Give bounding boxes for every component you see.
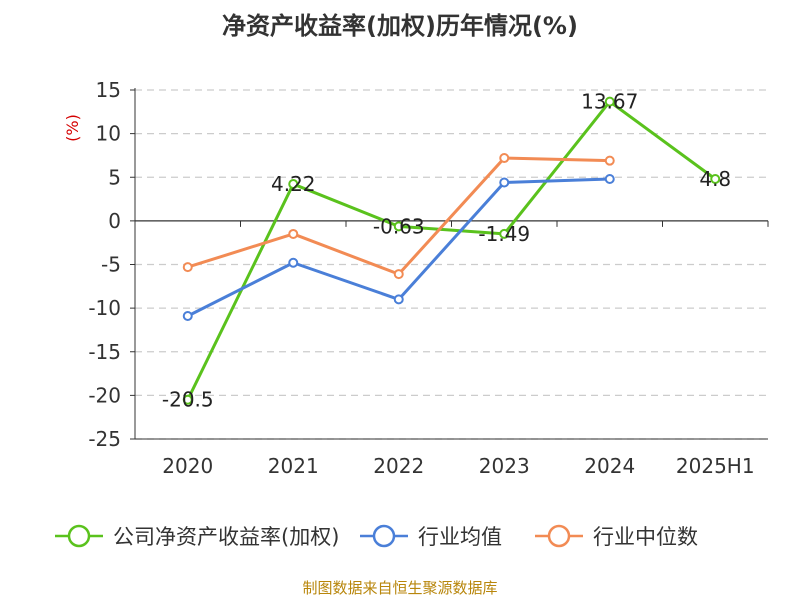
data-point [710,173,721,184]
data-point [499,153,510,164]
legend-label: 公司净资产收益率(加权) [113,525,339,549]
y-tick-label: 5 [108,165,121,189]
axes: 15 10 5 0 -5 -10 -15 -20 -25 2020 2021 2022 2023 2024… [63,78,769,478]
legend-item-1[interactable]: 行业均值 [360,524,502,549]
data-point [499,228,510,239]
source-note: 制图数据来自恒生聚源数据库 [302,579,498,597]
data-point [182,394,193,405]
data-label: -1.49 [478,222,530,246]
x-tick-label: 2023 [479,454,530,478]
data-point [393,221,404,232]
series-line-0 [186,100,717,401]
data-labels: -20.5 4.22 -0.63 -1.49 13.67 4.8 [162,90,731,412]
legend-marker [67,524,91,548]
y-tick-label: -15 [88,340,121,364]
y-tick-label: -10 [88,296,121,320]
data-point [393,294,404,305]
y-tick-label: -25 [88,427,121,451]
series-lines [182,96,721,405]
gridlines [135,89,768,440]
data-point [393,269,404,280]
data-label: 4.22 [271,172,316,196]
y-tick-label: 0 [108,209,121,233]
data-point [288,257,299,268]
data-point [604,173,615,184]
x-tick-label: 2020 [162,454,213,478]
data-label: -20.5 [162,388,214,412]
data-point [499,177,510,188]
legend-item-0[interactable]: 公司净资产收益率(加权) [55,524,339,549]
x-tick-label: 2025H1 [676,454,755,478]
data-point [182,310,193,321]
y-tick-label: 10 [96,122,121,146]
data-label: -0.63 [373,214,425,238]
data-label: 13.67 [581,90,638,114]
y-tick-label: -20 [88,383,121,407]
x-tick-label: 2024 [584,454,635,478]
y-axis-unit: (%) [63,114,82,142]
legend-label: 行业中位数 [593,525,698,549]
legend-marker [372,524,396,548]
data-point [604,96,615,107]
x-tick-label: 2021 [268,454,319,478]
legend: 公司净资产收益率(加权) 行业均值 行业中位数 [55,524,698,549]
legend-marker [547,524,571,548]
data-point [288,179,299,190]
y-tick-label: 15 [96,78,121,102]
data-point [288,228,299,239]
legend-label: 行业均值 [418,525,502,549]
data-point [182,262,193,273]
y-tick-label: -5 [101,253,121,277]
x-tick-label: 2022 [373,454,424,478]
chart-title: 净资产收益率(加权)历年情况(%) [222,12,578,40]
data-label: 4.8 [699,167,731,191]
legend-item-2[interactable]: 行业中位数 [535,524,698,549]
data-point [604,155,615,166]
